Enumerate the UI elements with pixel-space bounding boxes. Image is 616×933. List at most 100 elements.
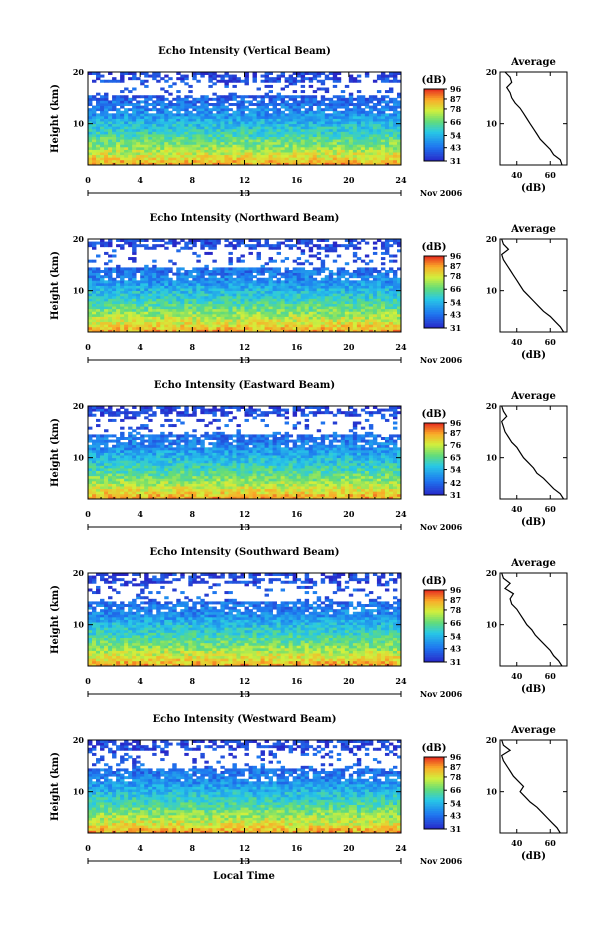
heatmap-cell <box>172 131 176 134</box>
heatmap-cell <box>265 494 269 497</box>
heatmap-cell <box>365 106 369 109</box>
heatmap-cell <box>180 311 184 314</box>
heatmap-cell <box>245 157 249 160</box>
heatmap-cell <box>124 494 128 497</box>
heatmap-cell <box>297 301 301 304</box>
heatmap-cell <box>297 150 301 153</box>
heatmap-cell <box>108 327 112 330</box>
heatmap-cell <box>208 244 212 247</box>
heatmap-cell <box>96 491 100 494</box>
heatmap-cell <box>172 121 176 124</box>
heatmap-cell <box>349 77 353 80</box>
heatmap-cell <box>345 293 349 296</box>
heatmap-cell <box>216 314 220 317</box>
heatmap-cell <box>365 273 369 276</box>
colorbar-segment <box>424 287 444 289</box>
heatmap-cell <box>277 116 281 119</box>
heatmap-cell <box>128 77 132 80</box>
heatmap-cell <box>200 489 204 492</box>
heatmap-cell <box>112 131 116 134</box>
colorbar-segment <box>424 258 444 260</box>
heatmap-cell <box>160 301 164 304</box>
heatmap-cell <box>381 317 385 320</box>
heatmap-cell <box>337 275 341 278</box>
heatmap-cell <box>160 322 164 325</box>
heatmap-cell <box>216 124 220 127</box>
heatmap-cell <box>204 283 208 286</box>
heatmap-cell <box>188 155 192 158</box>
heatmap-cell <box>96 129 100 132</box>
heatmap-cell <box>269 275 273 278</box>
heatmap-cell <box>88 489 92 492</box>
heatmap-cell <box>361 286 365 289</box>
heatmap-cell <box>349 275 353 278</box>
heatmap-cell <box>116 280 120 283</box>
heatmap-cell <box>152 278 156 281</box>
heatmap-cell <box>289 129 293 132</box>
heatmap-cell <box>208 134 212 137</box>
heatmap-cell <box>120 113 124 116</box>
heatmap-cell <box>325 155 329 158</box>
heatmap-cell <box>220 491 224 494</box>
heatmap-cell <box>309 157 313 160</box>
heatmap-cell <box>160 134 164 137</box>
heatmap-cell <box>297 296 301 299</box>
heatmap-cell <box>257 293 261 296</box>
heatmap-cell <box>369 491 373 494</box>
heatmap-cell <box>156 98 160 101</box>
heatmap-cell <box>92 304 96 307</box>
heatmap-cell <box>321 108 325 111</box>
heatmap-cell <box>128 270 132 273</box>
heatmap-cell <box>200 280 204 283</box>
heatmap-cell <box>345 137 349 140</box>
heatmap-cell <box>220 80 224 83</box>
heatmap-cell <box>337 322 341 325</box>
heatmap-cell <box>212 142 216 145</box>
heatmap-cell <box>116 283 120 286</box>
heatmap-cell <box>313 293 317 296</box>
heatmap-cell <box>253 283 257 286</box>
heatmap-cell <box>345 108 349 111</box>
heatmap-cell <box>265 283 269 286</box>
heatmap-cell <box>345 126 349 129</box>
heatmap-cell <box>257 304 261 307</box>
heatmap-cell <box>232 489 236 492</box>
heatmap-cell <box>136 108 140 111</box>
heatmap-cell <box>124 134 128 137</box>
heatmap-cell <box>224 124 228 127</box>
heatmap-cell <box>112 298 116 301</box>
heatmap-cell <box>261 278 265 281</box>
heatmap-cell <box>309 152 313 155</box>
heatmap-cell <box>168 119 172 122</box>
heatmap-cell <box>236 324 240 327</box>
heatmap-cell <box>381 155 385 158</box>
heatmap-cell <box>164 75 168 78</box>
heatmap-cell <box>369 314 373 317</box>
heatmap-cell <box>253 270 257 273</box>
heatmap-cell <box>124 103 128 106</box>
heatmap-cell <box>224 304 228 307</box>
heatmap-cell <box>208 121 212 124</box>
heatmap-cell <box>261 80 265 83</box>
heatmap-cell <box>361 322 365 325</box>
heatmap-cell <box>168 242 172 245</box>
heatmap-cell <box>325 129 329 132</box>
heatmap-cell <box>345 106 349 109</box>
heatmap-cell <box>345 139 349 142</box>
heatmap-cell <box>100 95 104 98</box>
heatmap-cell <box>116 155 120 158</box>
heatmap-cell <box>301 111 305 114</box>
heatmap-cell <box>269 244 273 247</box>
heatmap-cell <box>385 139 389 142</box>
heatmap-cell <box>232 95 236 98</box>
heatmap-cell <box>216 116 220 119</box>
heatmap-cell <box>289 296 293 299</box>
heatmap-cell <box>337 304 341 307</box>
heatmap-cell <box>112 486 116 489</box>
heatmap-cell <box>156 304 160 307</box>
heatmap-cell <box>269 247 273 250</box>
heatmap-cell <box>148 116 152 119</box>
heatmap-cell <box>249 111 253 114</box>
heatmap-cell <box>301 252 305 255</box>
heatmap-cell <box>277 491 281 494</box>
